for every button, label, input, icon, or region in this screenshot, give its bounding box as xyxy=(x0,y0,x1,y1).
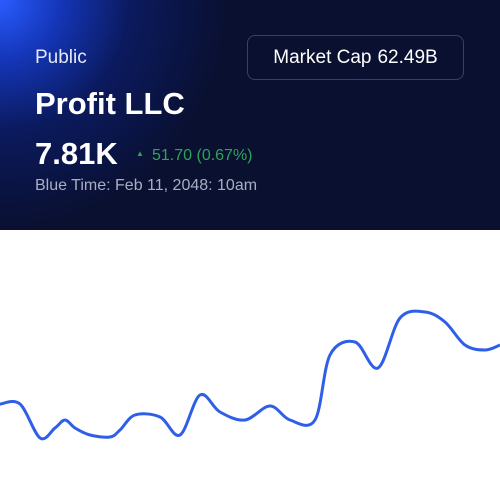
price-line xyxy=(0,309,500,441)
market-cap-label: Market Cap xyxy=(273,46,372,68)
header: Public Profit LLC 7.81K ▲ 51.70 (0.67%) … xyxy=(0,0,500,230)
change: 51.70 (0.67%) xyxy=(152,147,253,164)
price: 7.81K xyxy=(35,136,118,171)
company-name: Profit LLC xyxy=(35,86,185,121)
market-cap-button[interactable]: Market Cap 62.49B xyxy=(247,35,464,80)
up-arrow: ▲ xyxy=(136,149,144,158)
label: Public xyxy=(35,47,87,68)
time: Blue Time: Feb 11, 2048: 10am xyxy=(35,177,258,194)
market-cap-value: 62.49B xyxy=(377,46,438,68)
